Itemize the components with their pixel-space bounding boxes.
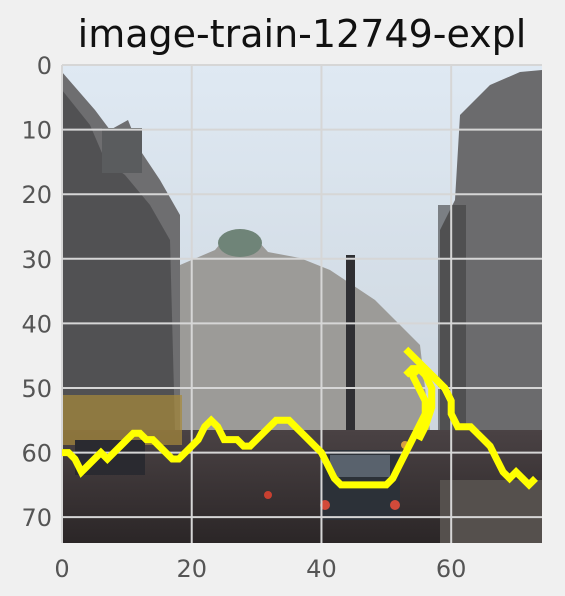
explanation-outline bbox=[62, 365, 538, 490]
left-dome bbox=[102, 128, 142, 173]
center-building bbox=[180, 232, 430, 430]
x-tick-label: 0 bbox=[54, 555, 69, 583]
tail-light bbox=[264, 491, 272, 499]
center-dome bbox=[218, 229, 262, 257]
x-tick-label: 20 bbox=[176, 555, 207, 583]
y-tick-label: 0 bbox=[37, 52, 52, 80]
y-tick-label: 20 bbox=[21, 181, 52, 209]
tail-light bbox=[390, 500, 400, 510]
lamp-post bbox=[346, 255, 355, 430]
y-tick-label: 70 bbox=[21, 504, 52, 532]
chart-title: image-train-12749-expl bbox=[78, 12, 527, 56]
tail-light bbox=[320, 500, 330, 510]
y-tick-label: 10 bbox=[21, 117, 52, 145]
y-tick-label: 30 bbox=[21, 246, 52, 274]
left-building-shadow bbox=[62, 90, 175, 430]
y-tick-label: 60 bbox=[21, 440, 52, 468]
traffic-bus bbox=[62, 395, 182, 445]
explanation-outline-upper bbox=[403, 346, 455, 403]
y-tick-label: 40 bbox=[21, 310, 52, 338]
traffic-car-center-window bbox=[330, 455, 390, 477]
y-tick-label: 50 bbox=[21, 375, 52, 403]
explanation-outline-left bbox=[403, 365, 436, 442]
grid bbox=[61, 64, 542, 543]
x-axis-tick-labels: 0 20 40 60 bbox=[54, 555, 466, 583]
x-tick-label: 40 bbox=[306, 555, 337, 583]
photo bbox=[62, 65, 542, 543]
y-axis-tick-labels: 0 10 20 30 40 50 60 70 bbox=[21, 52, 52, 532]
x-tick-label: 60 bbox=[436, 555, 467, 583]
sidewalk bbox=[440, 480, 542, 543]
explanation-overlay bbox=[62, 346, 538, 490]
